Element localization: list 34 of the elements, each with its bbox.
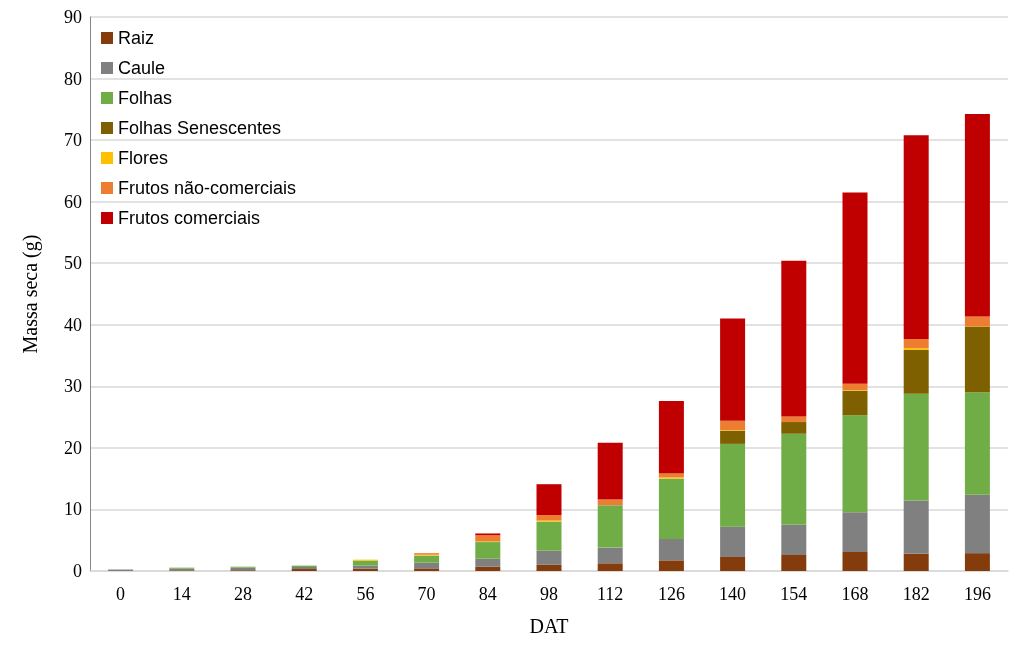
y-tick-label: 10 (64, 499, 82, 520)
legend-label: Folhas Senescentes (118, 118, 282, 138)
x-tick-label: 56 (356, 584, 375, 604)
y-tick-label: 0 (73, 561, 82, 581)
legend-label: Frutos comerciais (118, 208, 261, 228)
x-tick-label: 182 (902, 584, 930, 604)
y-tick-label: 30 (64, 376, 82, 397)
x-tick-label: 0 (116, 584, 126, 604)
x-tick-label: 98 (540, 584, 558, 604)
y-axis-title: Massa seca (g) (19, 234, 42, 354)
y-tick-label: 20 (64, 437, 82, 458)
y-tick-label: 60 (64, 191, 82, 212)
legend-label: Caule (118, 58, 166, 78)
y-tick-label: 80 (64, 68, 82, 89)
x-tick-label: 14 (172, 584, 191, 604)
x-tick-label: 112 (597, 584, 624, 604)
x-tick-label: 140 (719, 584, 747, 604)
y-tick-label: 70 (64, 130, 82, 151)
x-tick-label: 70 (417, 584, 436, 604)
legend-label: Frutos não-comerciais (118, 178, 297, 198)
x-tick-label: 126 (657, 584, 685, 604)
y-tick-label: 90 (64, 7, 82, 27)
legend-label: Raiz (118, 28, 155, 48)
y-tick-label: 50 (64, 253, 82, 274)
x-tick-label: 154 (780, 584, 808, 604)
legend-label: Flores (118, 148, 169, 168)
x-tick-label: 42 (295, 584, 314, 604)
x-tick-label: 168 (841, 584, 869, 604)
legend-label: Folhas (118, 88, 173, 108)
x-tick-label: 28 (234, 584, 252, 604)
x-tick-label: 196 (963, 584, 991, 604)
y-tick-label: 40 (64, 314, 82, 335)
x-axis-title: DAT (529, 615, 569, 637)
x-tick-label: 84 (478, 584, 497, 604)
